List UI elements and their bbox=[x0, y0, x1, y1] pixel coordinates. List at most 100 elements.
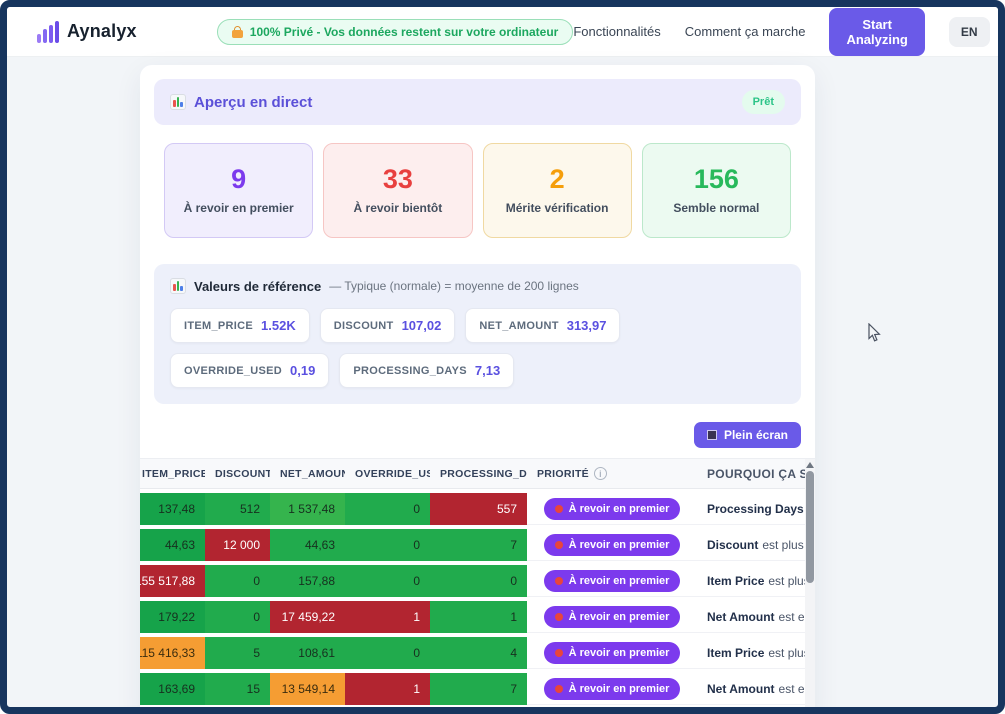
table-cell: 0 bbox=[205, 601, 270, 633]
chip-discount: DISCOUNT 107,02 bbox=[319, 308, 456, 343]
main-card: Aperçu en direct Prêt 9 À revoir en prem… bbox=[140, 65, 815, 714]
privacy-badge: 100% Privé - Vos données restent sur vot… bbox=[216, 18, 574, 45]
chip-value: 0,19 bbox=[290, 363, 316, 378]
table-cell: 1 537,48 bbox=[270, 493, 345, 525]
table-cell: 0 bbox=[430, 565, 527, 597]
table-row: 163,69 15 13 549,14 1 7 À revoir en premier Ne… bbox=[140, 673, 805, 705]
table-cell: 122,98 bbox=[140, 709, 205, 714]
table-cell: 0 bbox=[345, 565, 430, 597]
chip-label: DISCOUNT bbox=[333, 319, 394, 332]
column-header: ITEM_PRICE bbox=[142, 467, 205, 480]
nav-link-features[interactable]: Fonctionnalités bbox=[573, 24, 661, 39]
chip-value: 1.52K bbox=[261, 318, 296, 333]
brand-name: Aynalyx bbox=[67, 21, 137, 41]
table-cell: 512 bbox=[205, 493, 270, 525]
red-dot-icon bbox=[554, 612, 563, 621]
table-cell: 115 416,33 bbox=[140, 637, 205, 669]
table-cell: 108,61 bbox=[270, 637, 345, 669]
start-analyzing-button[interactable]: Start Analyzing bbox=[829, 7, 925, 56]
stat-label: Mérite vérification bbox=[505, 201, 609, 215]
chip-label: NET_AMOUNT bbox=[479, 319, 559, 332]
chip-label: ITEM_PRICE bbox=[184, 319, 254, 332]
stat-value: 9 bbox=[231, 164, 247, 194]
priority-badge[interactable]: À revoir en premier bbox=[543, 605, 681, 628]
priority-cell: À revoir en premier bbox=[527, 529, 697, 561]
column-header: NET_AMOUNT bbox=[280, 467, 345, 480]
table-cell: 557 bbox=[430, 493, 527, 525]
priority-cell: À revoir en premier bbox=[527, 493, 697, 525]
table-cell: 4 bbox=[430, 637, 527, 669]
scrollbar-thumb[interactable] bbox=[806, 471, 814, 583]
column-header: OVERRIDE_USED bbox=[355, 467, 430, 480]
brand[interactable]: Aynalyx bbox=[37, 20, 137, 43]
live-preview-title: Aperçu en direct bbox=[194, 93, 313, 111]
chip-item-price: ITEM_PRICE 1.52K bbox=[170, 308, 310, 343]
priority-cell: À revoir en premier bbox=[527, 637, 697, 669]
chip-value: 107,02 bbox=[401, 318, 442, 333]
table-row: 137,48 512 1 537,48 0 557 À revoir en premier… bbox=[140, 493, 805, 525]
stat-label: À revoir en premier bbox=[183, 201, 294, 215]
info-icon[interactable]: i bbox=[594, 467, 607, 480]
live-preview-header: Aperçu en direct Prêt bbox=[154, 79, 801, 125]
chip-net-amount: NET_AMOUNT 313,97 bbox=[465, 308, 621, 343]
table-cell: 0 bbox=[345, 529, 430, 561]
table-cell: 15 bbox=[205, 673, 270, 705]
nav-link-how-it-works[interactable]: Comment ça marche bbox=[684, 24, 806, 39]
table-cell: 12 000 bbox=[205, 529, 270, 561]
chip-value: 7,13 bbox=[474, 363, 501, 378]
stat-label: À revoir bientôt bbox=[353, 201, 443, 215]
column-header: DISCOUNT bbox=[215, 467, 270, 480]
column-header: POURQUOI ÇA SE DÉMARQUE bbox=[707, 466, 805, 481]
table-cell: 1 bbox=[345, 709, 430, 714]
reference-values-title: Valeurs de référence bbox=[194, 278, 322, 294]
column-header: PRIORITÉ i bbox=[527, 467, 697, 480]
table-cell: 15 bbox=[205, 709, 270, 714]
table-row: 44,63 12 000 44,63 0 7 À revoir en premier Dis… bbox=[140, 529, 805, 561]
table-cell: 44,63 bbox=[270, 529, 345, 561]
fullscreen-button-label: Plein écran bbox=[723, 428, 788, 442]
table-scrollbar[interactable] bbox=[805, 459, 815, 707]
stat-card-worth-checking: 2 Mérite vérification bbox=[482, 143, 632, 238]
priority-badge[interactable]: À revoir en premier bbox=[543, 569, 681, 592]
red-dot-icon bbox=[554, 504, 563, 513]
table-cell: 1 bbox=[345, 673, 430, 705]
stat-value: 33 bbox=[382, 164, 413, 194]
priority-badge[interactable]: À revoir en premier bbox=[543, 641, 681, 664]
priority-badge[interactable]: À revoir en premier bbox=[543, 677, 681, 700]
mouse-cursor bbox=[868, 323, 881, 342]
fullscreen-button[interactable]: Plein écran bbox=[693, 422, 801, 448]
stat-label: Semble normal bbox=[673, 201, 760, 215]
table-cell: 0 bbox=[345, 637, 430, 669]
language-toggle-button[interactable]: EN bbox=[948, 16, 990, 47]
results-table: ITEM_PRICE DISCOUNT NET_AMOUNT OVERRIDE_USE… bbox=[140, 458, 815, 714]
table-cell: 179,22 bbox=[140, 601, 205, 633]
chip-value: 313,97 bbox=[566, 318, 607, 333]
column-header: PROCESSING_DAYS bbox=[440, 467, 527, 480]
table-cell: 1 bbox=[345, 601, 430, 633]
scrollbar-up-arrow-icon[interactable] bbox=[806, 462, 814, 468]
stats-row: 9 À revoir en premier 33 À revoir bientô… bbox=[164, 143, 791, 238]
priority-badge[interactable]: À revoir en premier bbox=[543, 533, 681, 556]
table-cell: 163,69 bbox=[140, 673, 205, 705]
table-cell: 0 bbox=[345, 493, 430, 525]
table-cell: 5 bbox=[430, 709, 527, 714]
chip-label: OVERRIDE_USED bbox=[184, 364, 283, 377]
red-dot-icon bbox=[554, 540, 563, 549]
table-cell: 155 517,88 bbox=[140, 565, 205, 597]
table-cell: 44,63 bbox=[140, 529, 205, 561]
lock-icon bbox=[231, 25, 243, 38]
table-cell: 13 549,14 bbox=[270, 673, 345, 705]
priority-badge[interactable]: À revoir en premier bbox=[543, 497, 681, 520]
table-row: 179,22 0 17 459,22 1 1 À revoir en premier Net… bbox=[140, 601, 805, 633]
navbar: Aynalyx 100% Privé - Vos données restent… bbox=[7, 7, 998, 57]
reference-values-subtitle: — Typique (normale) = moyenne de 200 lig… bbox=[329, 279, 579, 293]
reference-values-panel: Valeurs de référence — Typique (normale)… bbox=[154, 264, 801, 404]
stat-card-review-first: 9 À revoir en premier bbox=[164, 143, 314, 238]
priority-cell: À revoir en premier bbox=[527, 709, 697, 714]
table-cell: 17 459,22 bbox=[270, 601, 345, 633]
